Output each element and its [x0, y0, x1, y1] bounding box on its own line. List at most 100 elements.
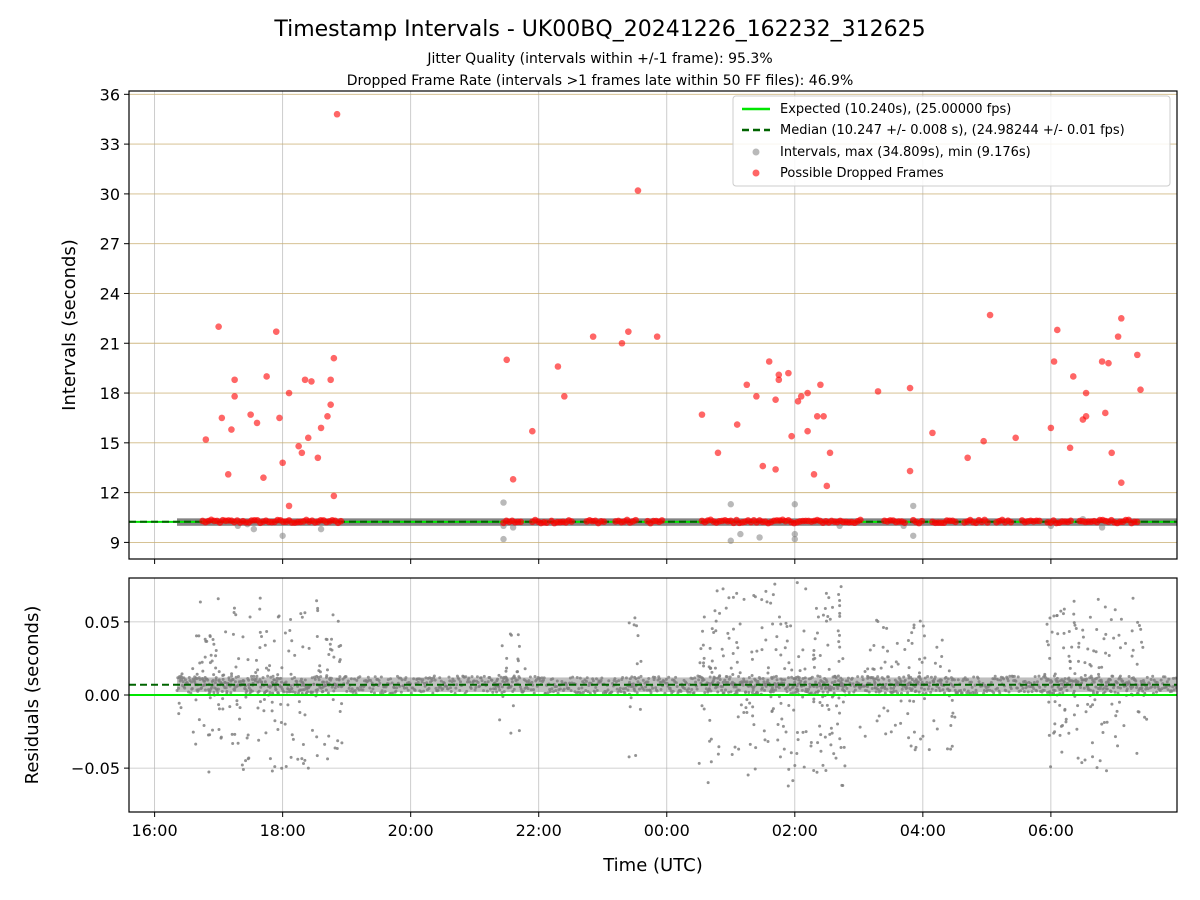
residual-point — [853, 688, 857, 692]
residual-point — [966, 689, 970, 693]
residual-point — [946, 677, 950, 681]
residual-point — [856, 675, 860, 679]
residual-point — [1022, 690, 1026, 694]
residual-point — [1151, 674, 1155, 678]
residual-point — [763, 688, 767, 692]
residual-point — [433, 678, 437, 682]
residual-point — [478, 684, 482, 688]
residual-point — [726, 631, 730, 635]
residuals-y-tick-label: 0.00 — [84, 686, 120, 705]
residual-point — [789, 751, 793, 755]
residual-point — [966, 678, 970, 682]
residual-point — [737, 747, 741, 751]
residual-point — [814, 606, 818, 610]
residual-point — [902, 675, 906, 679]
dropped-frame-point — [1012, 434, 1019, 442]
residual-point — [331, 698, 335, 702]
residual-point — [742, 597, 746, 601]
residual-point — [848, 681, 852, 685]
residual-point — [912, 730, 916, 734]
residual-point — [422, 689, 426, 693]
residual-point — [880, 685, 884, 689]
residual-point — [303, 611, 307, 615]
residual-point — [1002, 677, 1006, 681]
residual-point — [938, 689, 942, 693]
residual-point — [191, 667, 195, 671]
residual-point — [194, 698, 198, 702]
residual-point — [1124, 641, 1128, 645]
residual-point — [1086, 702, 1090, 706]
interval-point — [500, 499, 507, 506]
residual-point — [766, 671, 770, 675]
residual-point — [837, 659, 841, 663]
residual-point — [1014, 679, 1018, 683]
residual-point — [674, 681, 678, 685]
residual-point — [824, 768, 828, 772]
residual-point — [211, 637, 215, 641]
residual-point — [531, 688, 535, 692]
residual-point — [837, 633, 841, 637]
residual-point — [1114, 714, 1118, 718]
residual-point — [439, 685, 443, 689]
residual-point — [935, 645, 939, 649]
residual-point — [304, 685, 308, 689]
residual-point — [874, 690, 878, 694]
residual-point — [866, 685, 870, 689]
residual-point — [352, 677, 356, 681]
residual-point — [239, 679, 243, 683]
residual-point — [301, 762, 305, 766]
residual-point — [744, 690, 748, 694]
residual-point — [1165, 680, 1169, 684]
residual-point — [402, 686, 406, 690]
residual-point — [744, 706, 748, 710]
residual-point — [405, 686, 409, 690]
residual-point — [340, 702, 344, 706]
residual-point — [219, 735, 223, 739]
residual-point — [724, 680, 728, 684]
residual-point — [1072, 689, 1076, 693]
residual-point — [1160, 687, 1164, 691]
residual-point — [933, 675, 937, 679]
residual-point — [424, 676, 428, 680]
residual-point — [217, 703, 221, 707]
residual-point — [510, 680, 514, 684]
residual-point — [438, 676, 442, 680]
residual-point — [651, 686, 655, 690]
residual-point — [709, 737, 713, 741]
dropped-frame-point — [1082, 412, 1090, 420]
residual-point — [577, 687, 581, 691]
residual-point — [260, 635, 264, 639]
residual-point — [1077, 659, 1081, 663]
residual-point — [249, 688, 253, 692]
residual-point — [1156, 685, 1160, 689]
residual-point — [691, 677, 695, 681]
interval-point — [737, 530, 744, 538]
residual-point — [613, 677, 617, 681]
residual-point — [1167, 677, 1171, 681]
x-tick-label: 04:00 — [900, 821, 946, 840]
residual-point — [758, 677, 762, 681]
residual-point — [584, 679, 588, 683]
residual-point — [791, 779, 795, 783]
residual-point — [326, 691, 330, 695]
residual-point — [469, 686, 473, 690]
residual-point — [491, 690, 495, 694]
residual-point — [879, 666, 883, 670]
residual-point — [1072, 713, 1076, 717]
residual-point — [766, 678, 770, 682]
residual-point — [627, 755, 631, 759]
residual-point — [318, 670, 322, 674]
residual-point — [925, 680, 929, 684]
residual-point — [394, 689, 398, 693]
residual-point — [198, 661, 202, 665]
residual-point — [938, 664, 942, 668]
residual-point — [551, 690, 555, 694]
residual-point — [208, 634, 212, 638]
residual-point — [333, 746, 337, 750]
residual-point — [600, 676, 604, 680]
residual-point — [353, 689, 357, 693]
residual-point — [784, 730, 788, 734]
residual-point — [214, 678, 218, 682]
residual-point — [488, 675, 492, 679]
dropped-frame-point — [772, 396, 779, 403]
